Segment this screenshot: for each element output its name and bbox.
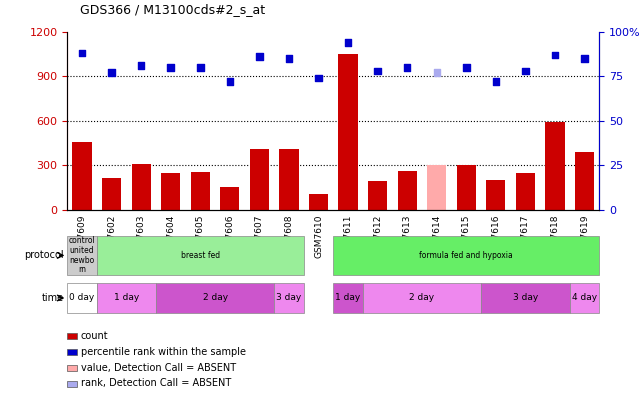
Bar — [309, 194, 328, 210]
Bar — [427, 165, 446, 210]
Text: 1 day: 1 day — [114, 293, 139, 303]
Text: breast fed: breast fed — [181, 251, 220, 260]
Bar — [67, 381, 77, 387]
Text: rank, Detection Call = ABSENT: rank, Detection Call = ABSENT — [81, 379, 231, 388]
Text: 0 day: 0 day — [69, 293, 95, 303]
Bar — [363, 283, 481, 313]
Bar — [72, 141, 92, 210]
Bar — [338, 54, 358, 210]
Bar — [67, 236, 97, 275]
Point — [77, 50, 87, 56]
Bar — [487, 180, 506, 210]
Point — [106, 69, 117, 76]
Point — [491, 78, 501, 85]
Point — [284, 55, 294, 61]
Text: 4 day: 4 day — [572, 293, 597, 303]
Bar — [333, 236, 599, 275]
Bar — [575, 152, 594, 210]
Text: time: time — [42, 293, 64, 303]
Point — [520, 68, 531, 74]
Text: protocol: protocol — [24, 250, 64, 261]
Text: formula fed and hypoxia: formula fed and hypoxia — [419, 251, 513, 260]
Bar — [545, 122, 565, 210]
Text: control
united
newbo
rn: control united newbo rn — [69, 236, 96, 274]
Bar — [97, 236, 304, 275]
Point — [579, 55, 590, 61]
Bar — [368, 181, 387, 210]
Text: count: count — [81, 331, 108, 341]
Bar — [67, 349, 77, 355]
Text: 2 day: 2 day — [203, 293, 228, 303]
Point — [462, 64, 472, 70]
Text: 3 day: 3 day — [513, 293, 538, 303]
Bar — [570, 283, 599, 313]
Bar — [457, 166, 476, 210]
Bar — [97, 283, 156, 313]
Text: GDS366 / M13100cds#2_s_at: GDS366 / M13100cds#2_s_at — [80, 3, 265, 16]
Bar — [67, 333, 77, 339]
Point — [550, 51, 560, 58]
Bar — [161, 173, 180, 210]
Text: 3 day: 3 day — [276, 293, 302, 303]
Bar — [516, 173, 535, 210]
Text: value, Detection Call = ABSENT: value, Detection Call = ABSENT — [81, 363, 236, 373]
Bar — [481, 283, 570, 313]
Point — [402, 64, 412, 70]
Point — [254, 53, 265, 60]
Text: 1 day: 1 day — [335, 293, 361, 303]
Point — [165, 64, 176, 70]
Bar — [333, 283, 363, 313]
Bar — [397, 171, 417, 210]
Bar — [274, 283, 304, 313]
Point — [196, 64, 206, 70]
Bar — [102, 178, 121, 210]
Bar — [250, 149, 269, 210]
Point — [136, 62, 146, 69]
Bar — [156, 283, 274, 313]
Bar — [221, 187, 240, 210]
Bar — [67, 365, 77, 371]
Bar — [191, 172, 210, 210]
Text: percentile rank within the sample: percentile rank within the sample — [81, 347, 246, 357]
Point — [372, 68, 383, 74]
Text: 2 day: 2 day — [410, 293, 435, 303]
Point — [313, 75, 324, 81]
Point — [343, 39, 353, 46]
Point — [225, 78, 235, 85]
Point — [431, 69, 442, 76]
Bar — [67, 283, 97, 313]
Bar — [131, 164, 151, 210]
Bar — [279, 149, 299, 210]
